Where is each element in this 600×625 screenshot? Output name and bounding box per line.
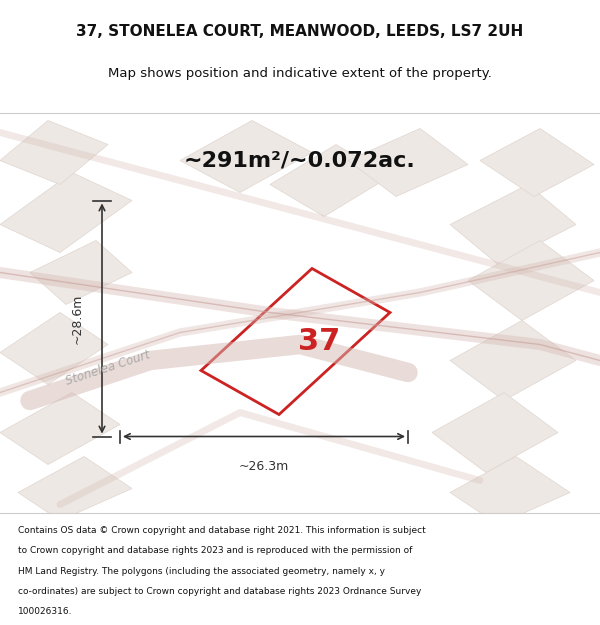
- Text: ~291m²/~0.072ac.: ~291m²/~0.072ac.: [184, 151, 416, 171]
- Text: ~26.3m: ~26.3m: [239, 461, 289, 474]
- Text: Map shows position and indicative extent of the property.: Map shows position and indicative extent…: [108, 67, 492, 79]
- Polygon shape: [348, 129, 468, 196]
- Polygon shape: [450, 456, 570, 524]
- Polygon shape: [480, 129, 594, 196]
- Text: 37: 37: [298, 327, 341, 356]
- Polygon shape: [180, 121, 312, 192]
- Polygon shape: [18, 456, 132, 521]
- Polygon shape: [468, 241, 594, 321]
- Polygon shape: [0, 121, 108, 184]
- Polygon shape: [450, 184, 576, 264]
- Polygon shape: [0, 392, 120, 464]
- Text: 100026316.: 100026316.: [18, 607, 73, 616]
- Polygon shape: [450, 321, 576, 401]
- Polygon shape: [270, 144, 390, 216]
- Text: Contains OS data © Crown copyright and database right 2021. This information is : Contains OS data © Crown copyright and d…: [18, 526, 426, 535]
- Polygon shape: [432, 392, 558, 472]
- Polygon shape: [30, 241, 132, 304]
- Text: to Crown copyright and database rights 2023 and is reproduced with the permissio: to Crown copyright and database rights 2…: [18, 546, 412, 555]
- Text: Stonelea Court: Stonelea Court: [64, 349, 152, 388]
- Text: 37, STONELEA COURT, MEANWOOD, LEEDS, LS7 2UH: 37, STONELEA COURT, MEANWOOD, LEEDS, LS7…: [76, 24, 524, 39]
- Text: ~28.6m: ~28.6m: [71, 293, 84, 344]
- Polygon shape: [0, 173, 132, 253]
- Text: HM Land Registry. The polygons (including the associated geometry, namely x, y: HM Land Registry. The polygons (includin…: [18, 566, 385, 576]
- Polygon shape: [0, 312, 108, 384]
- Text: co-ordinates) are subject to Crown copyright and database rights 2023 Ordnance S: co-ordinates) are subject to Crown copyr…: [18, 587, 421, 596]
